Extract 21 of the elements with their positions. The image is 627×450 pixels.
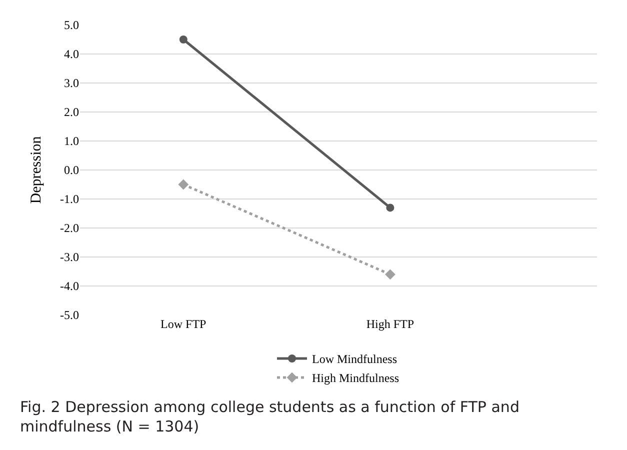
y-tick-label: 4.0 — [64, 47, 79, 62]
legend-label: High Mindfulness — [312, 371, 400, 386]
y-tick-label: 3.0 — [64, 76, 79, 90]
y-tick-label: -1.0 — [60, 192, 79, 206]
point — [179, 36, 188, 44]
point — [178, 179, 189, 190]
y-tick-label: 2.0 — [64, 105, 79, 120]
y-tick-label: 5.0 — [64, 18, 79, 32]
caption: Fig. 2 Depression among college students as a function of FTP and mindfulness (N = 1304) — [20, 398, 520, 436]
y-tick-label: -5.0 — [60, 308, 79, 322]
y-tick-label: -4.0 — [60, 279, 79, 294]
point — [386, 204, 394, 212]
y-tick-label: 1.0 — [64, 134, 79, 148]
y-axis-title: Depression — [28, 136, 44, 204]
point — [385, 269, 396, 280]
x-tick-label: Low FTP — [160, 317, 207, 331]
y-tick-label: 0.0 — [64, 163, 79, 178]
legend-label: Low Mindfulness — [312, 352, 398, 366]
x-tick-label: High FTP — [366, 317, 414, 331]
y-tick-label: -2.0 — [60, 221, 79, 236]
y-tick-label: -3.0 — [60, 250, 79, 264]
